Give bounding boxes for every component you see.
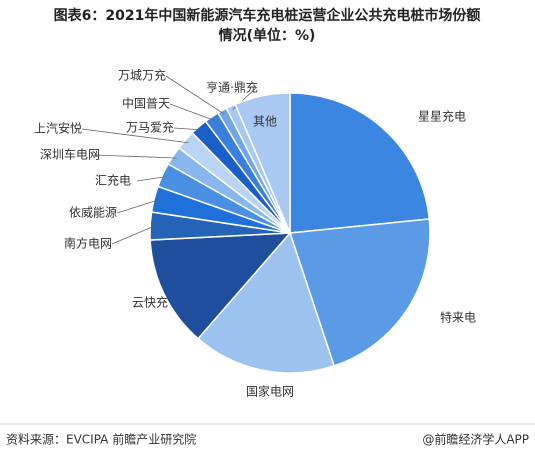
- slice-label: 汇充电: [95, 173, 131, 188]
- leader-line: [93, 154, 177, 159]
- slice-label: 云快充: [132, 295, 168, 310]
- leader-line: [165, 75, 225, 115]
- slice-label: 中国普天: [122, 96, 170, 111]
- slice-label: 特来电: [440, 310, 476, 325]
- slice-label: 依威能源: [69, 205, 117, 220]
- slice-label: 亨通·鼎充: [206, 80, 258, 95]
- pie-slice: [289, 92, 431, 234]
- chart-title: 图表6：2021年中国新能源汽车充电桩运营企业公共充电桩市场份额: [54, 7, 481, 24]
- pie-slice: [149, 232, 292, 340]
- leader-line: [116, 199, 159, 214]
- leader-line: [111, 225, 155, 245]
- leader-line: [173, 127, 202, 131]
- slice-label: 上汽安悦: [34, 121, 82, 136]
- slice-label: 深圳车电网: [40, 147, 100, 162]
- chart-title: 情况(单位：%): [219, 27, 316, 44]
- slice-label: 其他: [253, 115, 277, 129]
- slice-label: 国家电网: [246, 384, 294, 399]
- pie-slice: [288, 218, 431, 367]
- leader-line: [169, 103, 215, 121]
- slice-label: 万马爱充: [126, 120, 174, 135]
- pie-slice: [197, 231, 336, 374]
- leader-line: [81, 128, 189, 144]
- slice-label: 南方电网: [64, 236, 112, 251]
- slice-label: 万城万充: [118, 68, 166, 83]
- credit: @前瞻经济学人APP: [422, 432, 529, 447]
- pie-slice: [234, 92, 291, 234]
- slice-label: 星星充电: [418, 109, 466, 124]
- source: 资料来源：EVCIPA 前瞻产业研究院: [6, 432, 196, 447]
- leader-line: [136, 176, 167, 182]
